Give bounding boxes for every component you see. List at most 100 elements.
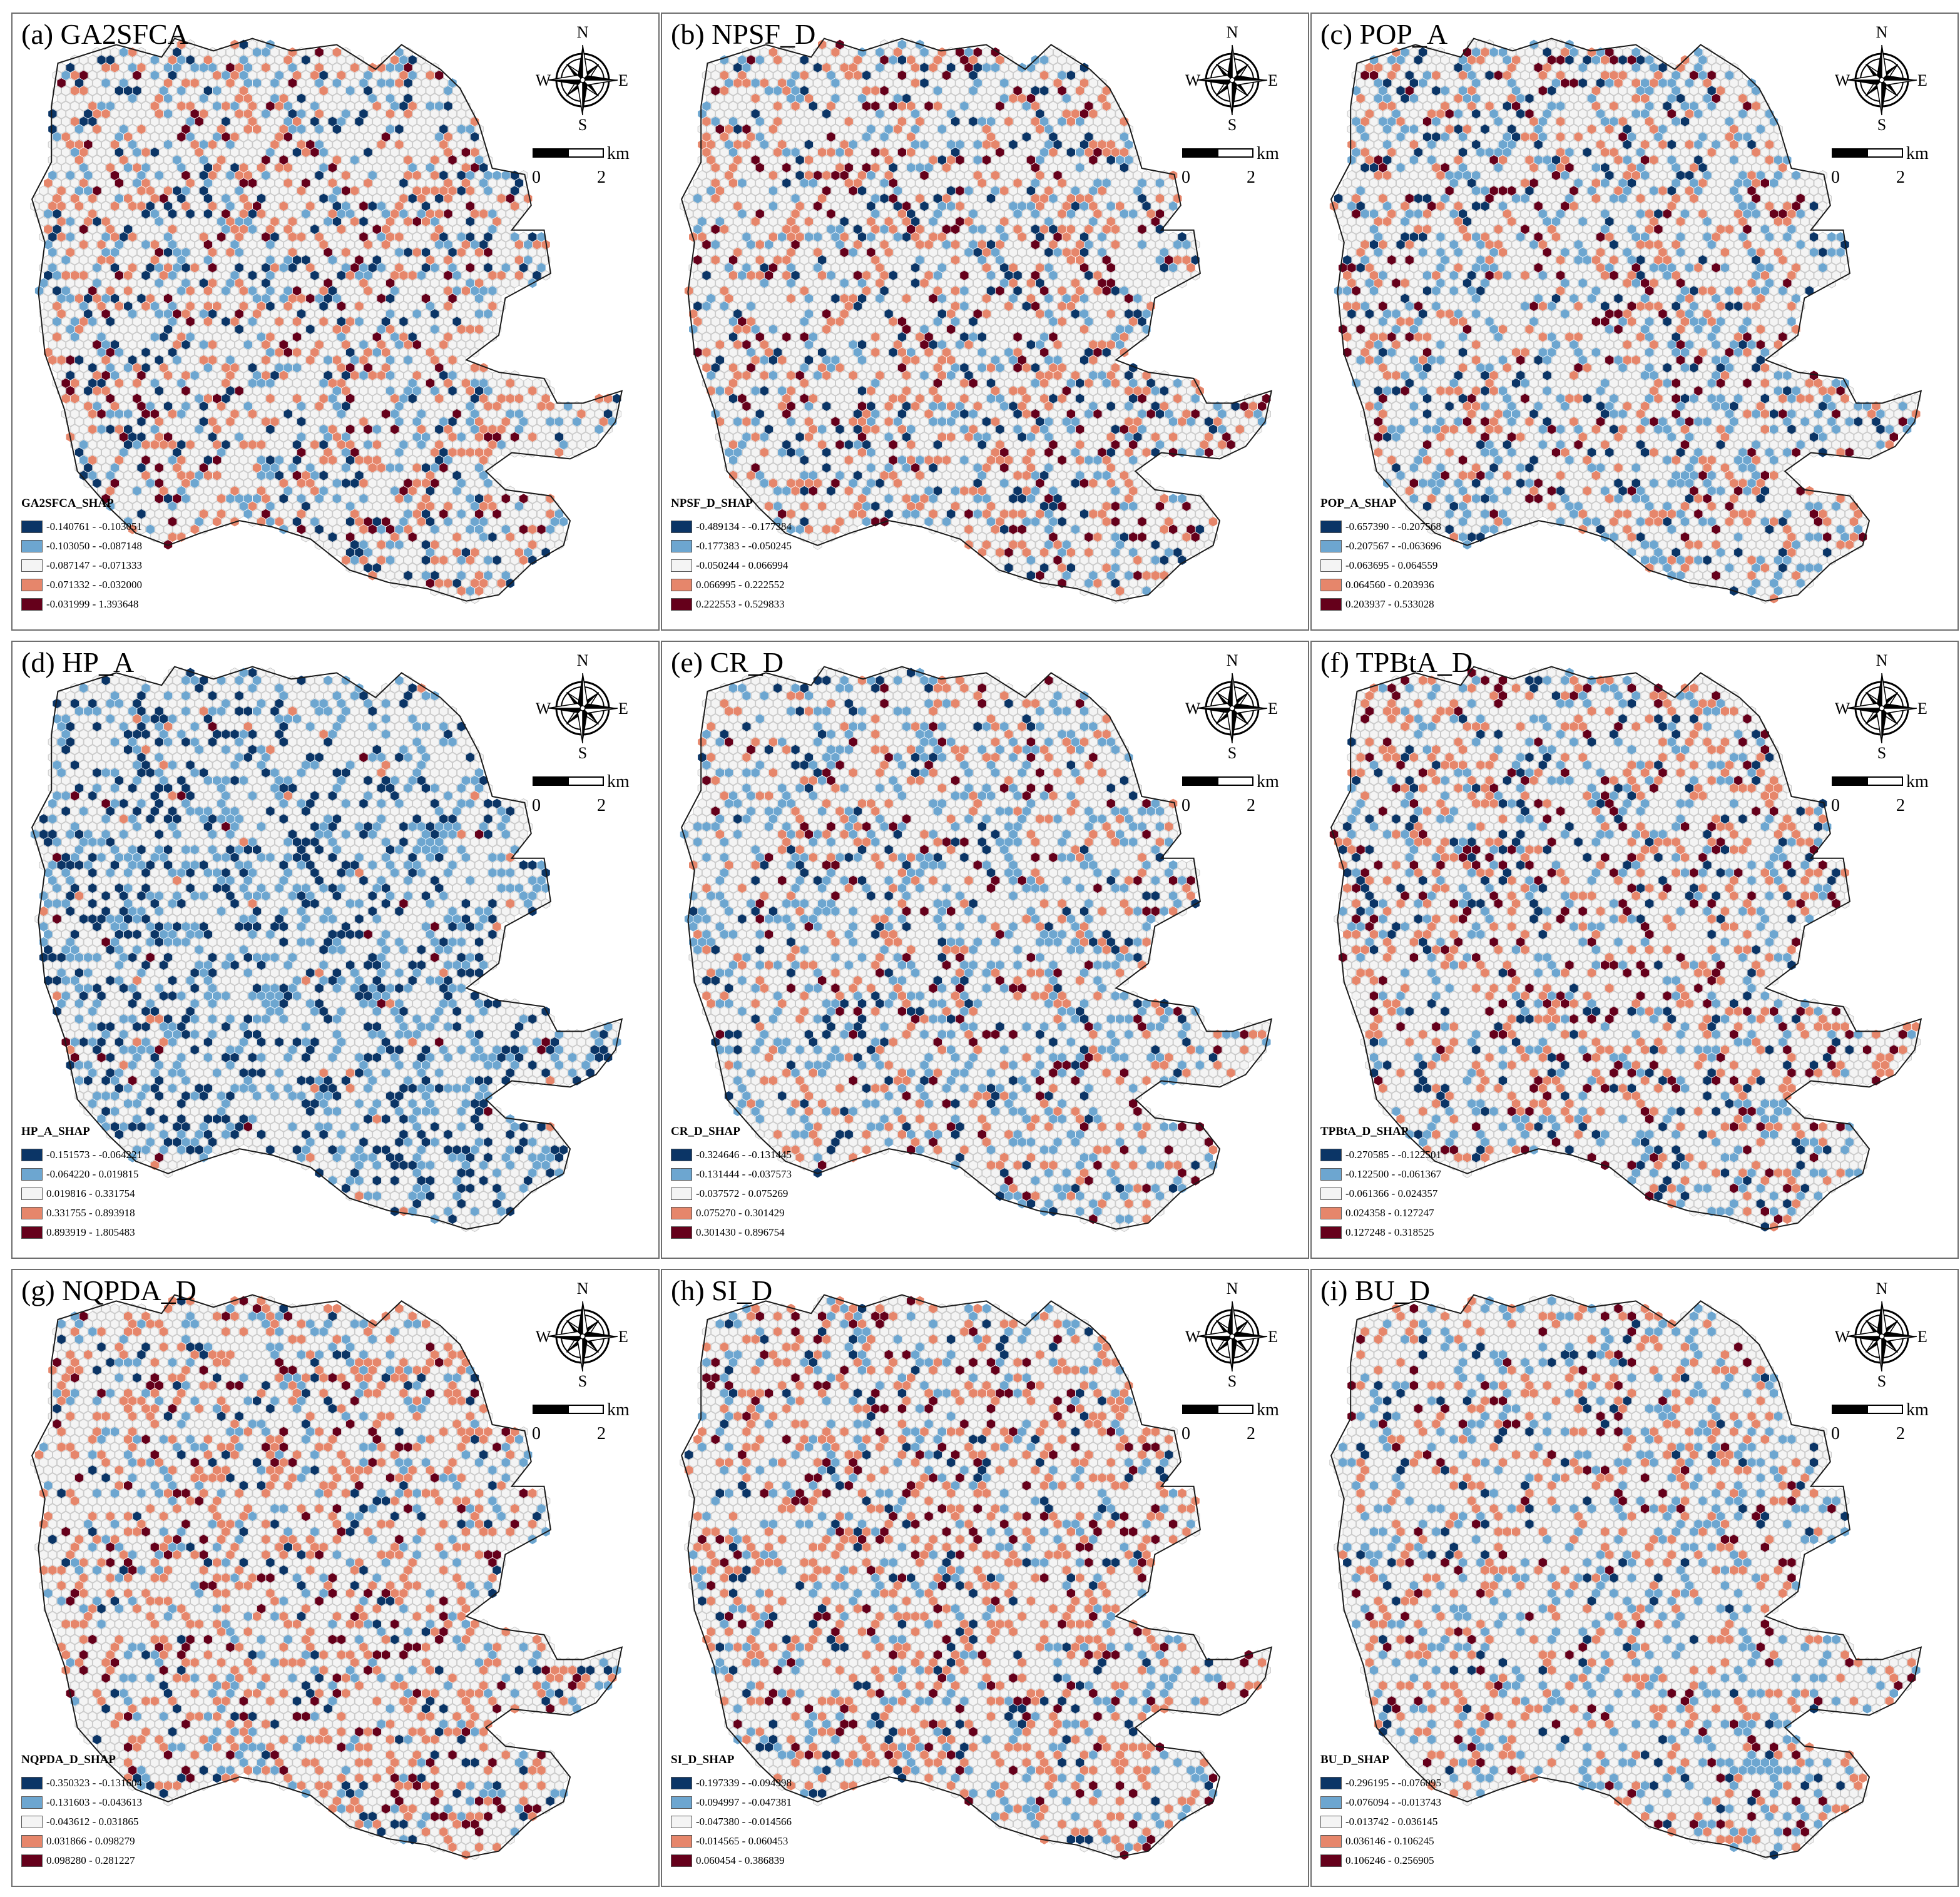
hex-cell	[315, 78, 324, 88]
hex-cell	[261, 78, 270, 88]
hex-cell	[213, 70, 222, 81]
hex-cell	[417, 255, 426, 265]
hex-cell	[48, 139, 58, 150]
hex-cell	[813, 247, 822, 257]
hex-cell	[475, 278, 484, 288]
hex-cell	[706, 247, 716, 258]
hex-cell	[141, 486, 151, 496]
hex-cell	[306, 355, 315, 365]
hex-cell	[190, 124, 200, 135]
hex-cell	[257, 54, 266, 66]
hex-cell	[417, 501, 426, 511]
hex-cell	[363, 470, 373, 481]
hex-cell	[680, 201, 689, 211]
hex-cell	[1062, 232, 1071, 242]
hex-cell	[203, 255, 213, 265]
hex-cell	[751, 247, 760, 258]
hex-cell	[324, 416, 333, 427]
hex-cell	[1048, 208, 1058, 220]
hex-cell	[372, 409, 382, 419]
hex-cell	[795, 155, 804, 165]
hex-cell	[88, 301, 97, 312]
hex-cell	[217, 293, 226, 304]
hex-cell	[430, 509, 439, 519]
hex-cell	[305, 93, 315, 104]
hex-cell	[274, 116, 284, 127]
hex-cell	[955, 247, 964, 258]
hex-cell	[426, 163, 435, 173]
hex-cell	[239, 224, 248, 235]
hex-cell	[510, 416, 519, 427]
hex-cell	[372, 486, 382, 496]
hex-cell	[919, 108, 929, 120]
hex-cell	[324, 62, 333, 73]
hex-cell	[239, 470, 248, 481]
hex-cell	[817, 162, 827, 173]
hex-cell	[74, 385, 84, 396]
hex-cell	[159, 131, 168, 143]
hex-cell	[982, 155, 991, 165]
hex-cell	[243, 124, 252, 135]
hex-cell	[492, 293, 502, 304]
hex-cell	[345, 147, 355, 158]
hex-cell	[337, 516, 346, 527]
hex-cell	[208, 170, 217, 180]
hex-cell	[897, 131, 907, 143]
hex-cell	[213, 163, 222, 173]
hex-cell	[372, 347, 381, 357]
hex-cell	[212, 347, 222, 358]
hex-cell	[181, 139, 191, 150]
hex-cell	[377, 540, 386, 550]
hex-cell	[902, 185, 911, 196]
hex-cell	[1039, 239, 1049, 250]
hex-cell	[136, 524, 146, 535]
hex-cell	[128, 432, 137, 442]
hex-cell	[916, 224, 924, 235]
hex-cell	[257, 332, 266, 342]
hex-cell	[879, 162, 889, 173]
hex-cell	[439, 524, 448, 535]
hex-cell	[399, 455, 409, 465]
hex-cell	[341, 216, 350, 227]
hex-cell	[155, 401, 164, 412]
hex-cell	[56, 93, 66, 104]
hex-cell	[826, 255, 835, 265]
hex-cell	[372, 131, 382, 143]
hex-cell	[243, 385, 253, 396]
hex-cell	[528, 416, 537, 427]
hex-cell	[977, 147, 987, 158]
hex-cell	[1128, 239, 1138, 250]
hex-cell	[106, 347, 115, 357]
hex-cell	[359, 93, 369, 104]
hex-cell	[444, 86, 452, 96]
hex-cell	[982, 231, 991, 242]
hex-cell	[394, 478, 404, 489]
hex-cell	[702, 132, 711, 142]
hex-cell	[394, 509, 404, 519]
hex-cell	[519, 185, 528, 196]
hex-cell	[79, 131, 88, 143]
hex-cell	[354, 131, 364, 143]
hex-cell	[875, 231, 885, 242]
hex-cell	[1026, 124, 1036, 135]
hex-cell	[146, 462, 155, 473]
hex-cell	[426, 70, 435, 81]
hex-cell	[181, 278, 190, 288]
hex-cell	[430, 201, 439, 211]
hex-cell	[128, 185, 137, 196]
hex-cell	[951, 54, 960, 66]
hex-cell	[350, 540, 359, 550]
hex-cell	[394, 293, 404, 304]
hex-cell	[1036, 109, 1044, 119]
hex-cell	[546, 539, 555, 550]
hex-cell	[190, 247, 200, 258]
hex-cell	[372, 162, 382, 173]
hex-cell	[804, 62, 814, 73]
hex-cell	[510, 555, 519, 566]
hex-cell	[368, 539, 377, 550]
hex-cell	[364, 147, 372, 158]
hex-cell	[937, 155, 947, 165]
hex-cell	[426, 532, 435, 542]
hex-cell	[408, 193, 417, 203]
hex-cell	[332, 231, 342, 242]
